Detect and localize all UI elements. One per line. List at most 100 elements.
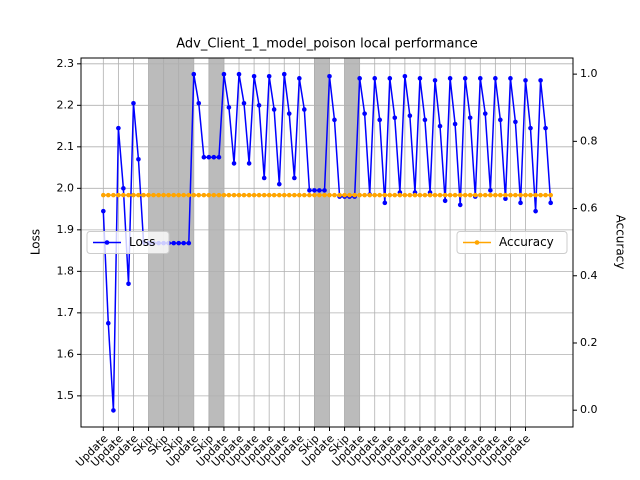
series-marker: [548, 200, 553, 206]
series-marker: [452, 121, 458, 127]
series-marker: [357, 76, 362, 81]
series-marker: [392, 192, 398, 198]
y2-tick-label: 1.0: [580, 67, 598, 80]
series-marker: [246, 161, 252, 166]
series-marker: [136, 156, 141, 162]
series-marker: [518, 192, 523, 198]
y-tick-label: 2.1: [57, 140, 75, 153]
series-marker: [126, 281, 131, 287]
series-marker: [457, 192, 463, 198]
series-marker: [241, 100, 247, 106]
series-marker: [201, 192, 207, 198]
y-tick-label: 1.9: [57, 223, 75, 236]
series-marker: [231, 192, 237, 198]
series-marker: [317, 192, 322, 198]
series-marker: [216, 192, 222, 198]
series-marker: [422, 117, 428, 123]
series-marker: [101, 208, 106, 214]
y-tick-label: 1.8: [57, 264, 75, 277]
series-marker: [307, 192, 312, 198]
series-marker: [462, 76, 468, 81]
series-marker: [136, 192, 141, 198]
series-marker: [286, 111, 292, 116]
series-marker: [211, 154, 217, 160]
series-marker: [256, 192, 262, 198]
series-marker: [543, 125, 548, 131]
series-marker: [317, 188, 322, 193]
series-marker: [111, 192, 116, 198]
series-marker: [367, 192, 373, 198]
series-marker: [347, 192, 352, 198]
series-marker: [176, 192, 182, 198]
series-marker: [181, 240, 186, 246]
y2-tick-label: 0.4: [580, 269, 598, 282]
series-marker: [327, 73, 332, 79]
series-marker: [447, 76, 453, 81]
series-marker: [151, 192, 156, 198]
series-marker: [121, 192, 126, 198]
series-marker: [432, 78, 438, 83]
legend-label: Loss: [129, 235, 155, 249]
series-marker: [467, 192, 473, 198]
series-marker: [477, 192, 483, 198]
series-marker: [508, 76, 513, 81]
series-marker: [302, 107, 307, 112]
series-marker: [221, 192, 227, 198]
y-tick-label: 1.6: [57, 347, 75, 360]
series-marker: [472, 192, 478, 198]
series-marker: [417, 192, 423, 198]
series-marker: [276, 181, 282, 187]
series-marker: [342, 192, 347, 198]
y-tick-label: 1.5: [57, 389, 75, 402]
series-marker: [523, 78, 528, 83]
series-marker: [312, 188, 317, 193]
series-marker: [498, 117, 503, 123]
series-marker: [488, 188, 493, 193]
series-marker: [538, 78, 543, 83]
series-marker: [452, 192, 458, 198]
legend-box: [86, 231, 170, 254]
series-marker: [111, 408, 116, 413]
series-marker: [447, 192, 453, 198]
series-marker: [281, 192, 287, 198]
series-marker: [513, 192, 518, 198]
y-tick-label: 1.7: [57, 306, 75, 319]
series-marker: [156, 192, 161, 198]
series-marker: [116, 125, 121, 131]
series-marker: [437, 123, 443, 129]
series-marker: [372, 192, 378, 198]
series-marker: [493, 192, 498, 198]
series-marker: [206, 154, 212, 160]
series-marker: [538, 192, 543, 198]
series-marker: [442, 198, 448, 204]
series-marker: [251, 192, 257, 198]
series-marker: [427, 192, 433, 198]
legend-marker: [104, 240, 110, 245]
series-marker: [503, 192, 508, 198]
series-marker: [508, 192, 513, 198]
series-marker: [482, 111, 488, 116]
series-marker: [422, 192, 428, 198]
series-marker: [477, 76, 483, 81]
series-marker: [432, 192, 438, 198]
series-marker: [362, 192, 367, 198]
series-marker: [236, 71, 242, 77]
legend-label: Accuracy: [499, 235, 554, 249]
y-axis-label: Loss: [29, 229, 43, 255]
y-tick-label: 2.0: [57, 181, 75, 194]
series-marker: [493, 76, 498, 81]
y2-tick-label: 0.6: [580, 202, 598, 215]
plot-frame: [80, 57, 574, 428]
series-marker: [236, 192, 242, 198]
series-marker: [528, 192, 533, 198]
series-marker: [322, 188, 327, 193]
series-marker: [206, 192, 212, 198]
series-marker: [131, 100, 136, 106]
series-marker: [402, 192, 408, 198]
series-marker: [266, 192, 272, 198]
series-marker: [377, 117, 382, 123]
series-marker: [297, 192, 302, 198]
chart-title: Adv_Client_1_model_poison local performa…: [176, 37, 478, 52]
series-marker: [397, 192, 403, 198]
y2-axis-label: Accuracy: [614, 215, 628, 270]
